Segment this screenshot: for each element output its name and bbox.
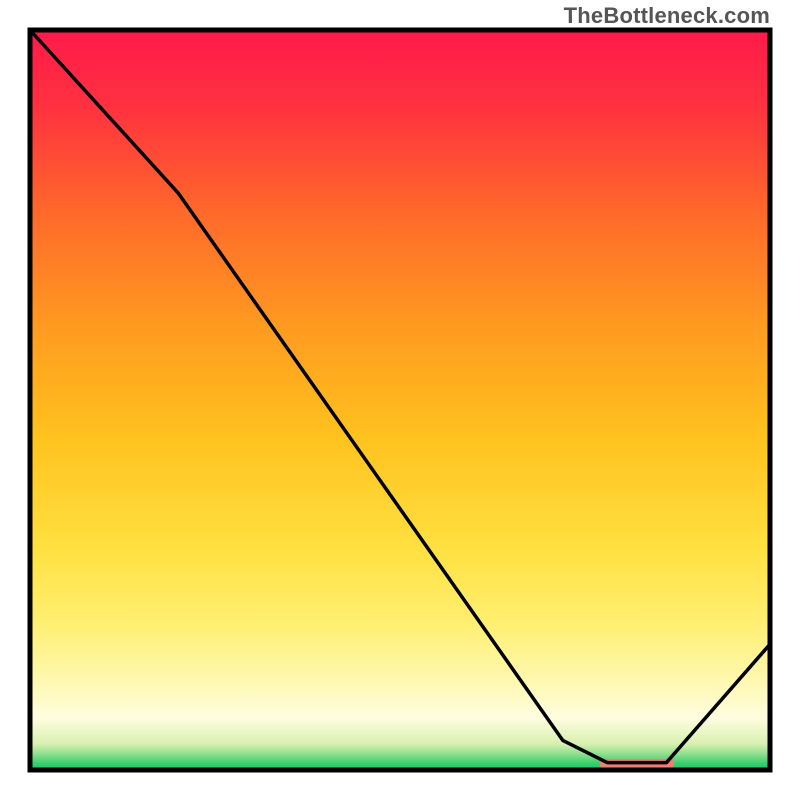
plot-background (30, 30, 770, 770)
bottleneck-chart (0, 0, 800, 800)
